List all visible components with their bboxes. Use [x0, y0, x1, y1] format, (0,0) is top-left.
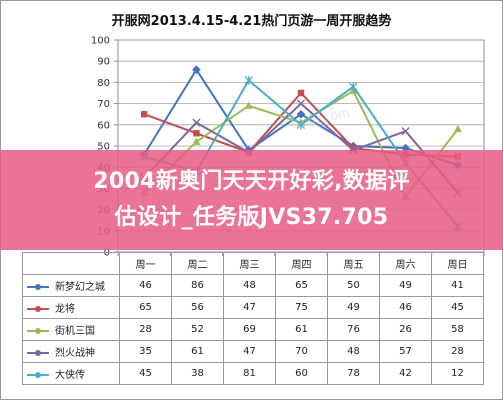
x-category-label: 周二 — [171, 252, 224, 275]
legend-key-marker — [35, 284, 41, 290]
x-category-label: 周一 — [119, 252, 172, 275]
series-3-point — [192, 137, 201, 145]
data-label: 47 — [223, 340, 276, 363]
table-row: 大侠传 45 38 81 60 78 42 12 — [22, 362, 484, 385]
data-label: 46 — [119, 274, 172, 297]
y-tick-label: 70 — [97, 99, 110, 110]
legend-entry: 新梦幻之城 — [22, 274, 120, 297]
legend-label: 烈火战神 — [55, 348, 95, 359]
data-label: 78 — [327, 362, 380, 385]
y-tick-label: 90 — [97, 57, 110, 68]
data-label: 48 — [327, 340, 380, 363]
overlay-line-1: 2004新奥门天天开好彩,数据评 — [93, 169, 410, 194]
data-table: 周一 周二 周三 周四 周五 周六 周日 新梦幻之城 46 86 48 65 50 49 41 龙将 65 56… — [22, 252, 484, 385]
data-label: 76 — [327, 318, 380, 341]
data-label: 41 — [431, 274, 484, 297]
data-label: 35 — [119, 340, 172, 363]
series-2-point — [140, 111, 148, 118]
data-label: 48 — [223, 274, 276, 297]
legend-entry: 龙将 — [22, 296, 120, 319]
data-label: 52 — [171, 318, 224, 341]
data-label: 45 — [119, 362, 172, 385]
legend-key-icon — [27, 306, 49, 312]
data-label: 47 — [223, 296, 276, 319]
series-5-point — [296, 120, 306, 130]
data-label: 58 — [431, 318, 484, 341]
legend-label: 新梦幻之城 — [55, 282, 105, 293]
legend-entry: 大侠传 — [22, 362, 120, 385]
data-label: 49 — [327, 296, 380, 319]
series-3-point — [453, 124, 462, 133]
legend-key-marker — [35, 306, 41, 312]
legend-key-marker — [35, 350, 41, 356]
table-row: 烈火战神 35 61 47 70 48 57 28 — [22, 340, 484, 363]
data-label: 50 — [327, 274, 380, 297]
data-label: 65 — [275, 274, 328, 297]
x-category-label: 周五 — [327, 252, 380, 275]
data-label: 69 — [223, 318, 276, 341]
table-row: 新梦幻之城 46 86 48 65 50 49 41 — [22, 274, 484, 297]
series-2-point — [297, 89, 305, 97]
x-category-label: 周三 — [223, 252, 276, 275]
legend-key-marker — [35, 372, 41, 378]
y-tick-label: 50 — [97, 142, 110, 153]
y-tick-label: 80 — [97, 78, 110, 89]
chart-title: 开服网2013.4.15-4.21热门页游一周开服趋势 — [111, 14, 392, 29]
data-label: 12 — [431, 362, 484, 385]
legend-label: 街机三国 — [55, 326, 95, 337]
legend-key-icon — [27, 328, 49, 334]
series-1-point — [296, 109, 306, 119]
table-row: 街机三国 28 52 69 61 76 26 58 — [22, 318, 484, 341]
data-label: 28 — [431, 340, 484, 363]
legend-key-icon — [27, 284, 49, 290]
data-label: 61 — [275, 318, 328, 341]
data-label: 26 — [379, 318, 432, 341]
data-label: 70 — [275, 340, 328, 363]
data-label: 81 — [223, 362, 276, 385]
data-label: 28 — [119, 318, 172, 341]
series-5-point — [349, 82, 358, 92]
series-4-point — [401, 127, 410, 136]
data-label: 75 — [275, 296, 328, 319]
data-label: 60 — [275, 362, 328, 385]
table-corner-cell — [22, 252, 120, 275]
legend-key-icon — [27, 350, 49, 356]
series-4-point — [296, 99, 306, 108]
data-label: 42 — [379, 362, 432, 385]
y-tick-label: 100 — [91, 36, 110, 47]
series-1-point — [192, 65, 201, 74]
data-label: 65 — [119, 296, 172, 319]
overlay-line-2: 估设计_任务版JVS37.705 — [114, 205, 389, 230]
overlay-banner — [0, 150, 503, 250]
overlay-text: 2004新奥门天天开好彩,数据评 估设计_任务版JVS37.705 — [0, 164, 503, 236]
y-tick-label: 60 — [97, 120, 110, 131]
data-label: 46 — [379, 296, 432, 319]
legend-label: 龙将 — [55, 304, 75, 315]
table-header-row: 周一 周二 周三 周四 周五 周六 周日 — [22, 252, 484, 275]
table-row: 龙将 65 56 47 75 49 46 45 — [22, 296, 484, 319]
data-label: 45 — [431, 296, 484, 319]
x-category-label: 周日 — [431, 252, 484, 275]
data-label: 86 — [171, 274, 224, 297]
data-label: 57 — [379, 340, 432, 363]
data-label: 49 — [379, 274, 432, 297]
series-2-point — [350, 144, 357, 152]
data-label: 56 — [171, 296, 224, 319]
data-label: 61 — [171, 340, 224, 363]
legend-key-marker — [35, 328, 41, 334]
series-3-point — [244, 101, 253, 109]
series-4-point — [192, 118, 201, 127]
legend-entry: 烈火战神 — [22, 340, 120, 363]
x-category-label: 周六 — [379, 252, 432, 275]
series-2-point — [193, 130, 200, 137]
series-5-point — [244, 75, 253, 85]
data-label: 38 — [171, 362, 224, 385]
x-category-label: 周四 — [275, 252, 328, 275]
legend-label: 大侠传 — [55, 370, 85, 381]
legend-entry: 街机三国 — [22, 318, 120, 341]
legend-key-icon — [27, 372, 49, 378]
